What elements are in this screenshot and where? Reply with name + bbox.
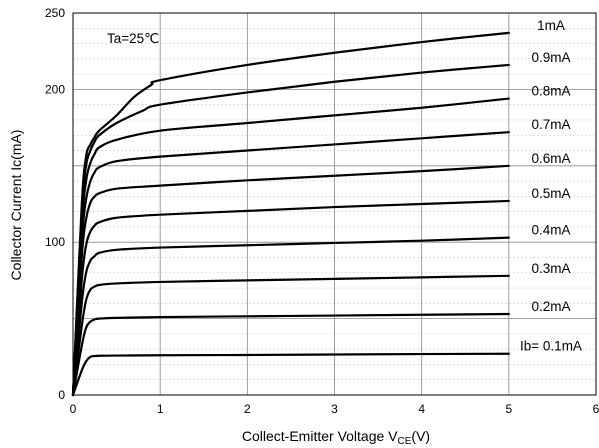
plot-frame	[72, 12, 597, 396]
series-curve	[71, 164, 510, 397]
x-axis-title: Collect-Emitter Voltage VCE(V)	[242, 428, 430, 447]
x-tick-label: 6	[593, 402, 599, 416]
series-curve	[71, 63, 510, 397]
x-tick-labels: 0 1 2 3 4 5 6	[70, 402, 599, 416]
series-label: 0.9mA	[531, 50, 570, 65]
y-tick-label: 200	[45, 82, 65, 96]
y-tick-labels: 0 100 200 250	[45, 6, 65, 402]
y-axis-title: Collector Current Ic(mA)	[8, 130, 24, 281]
y-tick-label: 100	[45, 235, 65, 249]
series-curve	[71, 274, 510, 397]
x-axis-title-unit: (V)	[411, 428, 430, 444]
x-tick-label: 4	[418, 402, 425, 416]
x-tick-label: 5	[505, 402, 512, 416]
series-label: 0.4mA	[531, 223, 570, 238]
series-label: 0.7mA	[531, 117, 570, 132]
series-label: 0.8mA	[531, 84, 570, 99]
x-axis-title-subscript: CE	[398, 436, 412, 447]
temperature-annotation: Ta=25℃	[107, 31, 159, 46]
curves	[71, 31, 510, 397]
series-label: Ib= 0.1mA	[520, 339, 582, 354]
series-label: 1mA	[537, 18, 565, 33]
series-label: 0.5mA	[531, 186, 570, 201]
series-label: 0.6mA	[531, 151, 570, 166]
series-curve	[71, 199, 510, 397]
x-tick-label: 2	[244, 402, 251, 416]
series-curve	[71, 31, 510, 397]
series-curve	[71, 97, 510, 397]
series-curve	[71, 352, 510, 397]
series-curve	[71, 236, 510, 397]
series-label: 0.3mA	[531, 261, 570, 276]
x-axis-title-main: Collect-Emitter Voltage V	[242, 428, 398, 444]
y-tick-label: 0	[58, 388, 65, 402]
y-tick-label: 250	[45, 6, 65, 20]
series-curve	[71, 131, 510, 397]
series-labels: Ib= 0.1mA 0.2mA 0.3mA 0.4mA 0.5mA 0.6mA 0.7mA 0…	[520, 18, 582, 354]
x-tick-label: 1	[157, 402, 164, 416]
series-label: 0.2mA	[531, 299, 570, 314]
major-gridlines	[73, 13, 596, 395]
x-tick-label: 3	[331, 402, 338, 416]
series-curve	[71, 312, 510, 397]
x-tick-label: 0	[70, 402, 77, 416]
